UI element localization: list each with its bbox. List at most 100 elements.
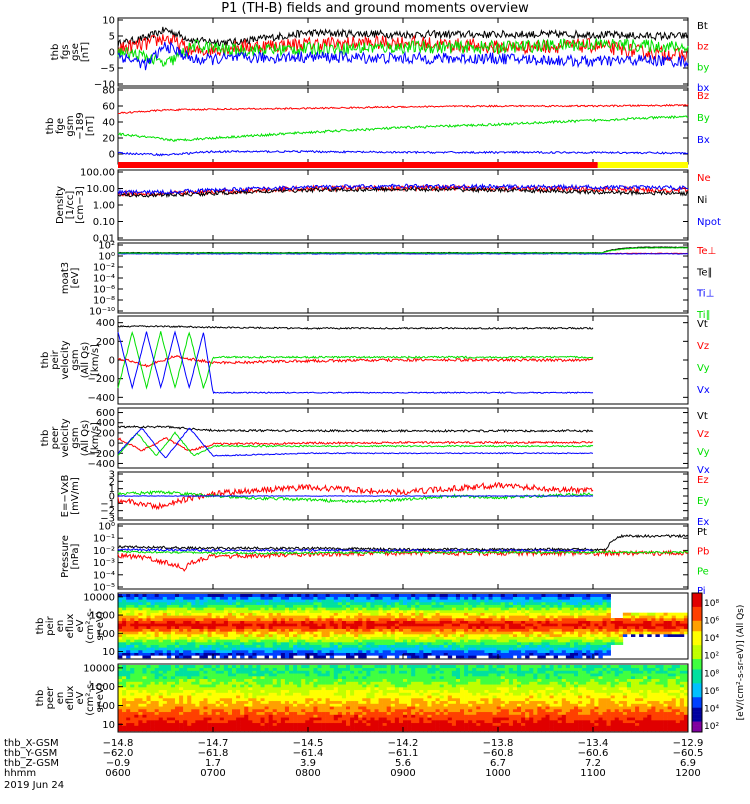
spectrogram-cell: [212, 682, 216, 685]
spectrogram-cell: [309, 695, 313, 698]
spectrogram-cell: [497, 594, 501, 597]
spectrogram-cell: [224, 626, 228, 629]
spectrogram-cell: [171, 682, 175, 685]
spectrogram-cell: [142, 634, 146, 637]
spectrogram-cell: [509, 597, 513, 600]
spectrogram-cell: [163, 690, 167, 693]
spectrogram-cell: [138, 597, 142, 600]
spectrogram-cell: [387, 602, 391, 605]
spectrogram-cell: [118, 687, 122, 690]
spectrogram-cell: [220, 645, 224, 648]
spectrogram-cell: [309, 679, 313, 682]
spectrogram-cell: [582, 607, 586, 610]
spectrogram-cell: [118, 676, 122, 679]
spectrogram-cell: [525, 610, 529, 613]
spectrogram-cell: [179, 690, 183, 693]
spectrogram-cell: [134, 607, 138, 610]
spectrogram-cell: [554, 618, 558, 621]
spectrogram-cell: [362, 637, 366, 640]
spectrogram-cell: [138, 693, 142, 696]
spectrogram-cell: [334, 599, 338, 602]
spectrogram-cell: [171, 726, 175, 729]
spectrogram-cell: [240, 715, 244, 718]
spectrogram-cell: [228, 684, 232, 687]
spectrogram-cell: [248, 665, 252, 668]
spectrogram-cell: [191, 631, 195, 634]
spectrogram-cell: [155, 695, 159, 698]
spectrogram-cell: [195, 690, 199, 693]
spectrogram-cell: [517, 637, 521, 640]
spectrogram-cell: [489, 631, 493, 634]
spectrogram-cell: [338, 728, 342, 731]
spectrogram-cell: [680, 634, 684, 637]
spectrogram-cell: [134, 673, 138, 676]
spectrogram-cell: [183, 684, 187, 687]
spectrogram-cell: [578, 655, 582, 658]
spectrogram-cell: [277, 717, 281, 720]
spectrogram-cell: [586, 623, 590, 626]
spectrogram-cell: [159, 626, 163, 629]
spectrogram-cell: [155, 615, 159, 618]
spectrogram-cell: [195, 720, 199, 723]
spectrogram-cell: [594, 613, 598, 616]
spectrogram-cell: [391, 597, 395, 600]
spectrogram-cell: [383, 704, 387, 707]
spectrogram-cell: [415, 615, 419, 618]
spectrogram-cell: [175, 693, 179, 696]
spectrogram-cell: [489, 594, 493, 597]
spectrogram-cell: [228, 728, 232, 731]
spectrogram-cell: [456, 594, 460, 597]
spectrogram-cell: [322, 655, 326, 658]
spectrogram-cell: [432, 634, 436, 637]
spectrogram-cell: [134, 626, 138, 629]
spectrogram-cell: [379, 712, 383, 715]
spectrogram-cell: [212, 629, 216, 632]
spectrogram-cell: [248, 642, 252, 645]
spectrogram-cell: [647, 613, 651, 616]
spectrogram-cell: [232, 650, 236, 653]
spectrogram-cell: [293, 687, 297, 690]
spectrogram-cell: [379, 684, 383, 687]
spectrogram-cell: [187, 698, 191, 701]
spectrogram-cell: [301, 631, 305, 634]
spectrogram-cell: [354, 695, 358, 698]
spectrogram-cell: [448, 618, 452, 621]
spectrogram-cell: [130, 629, 134, 632]
spectrogram-cell: [269, 615, 273, 618]
spectrogram-cell: [395, 623, 399, 626]
spectrogram-cell: [277, 673, 281, 676]
spectrogram-cell: [558, 629, 562, 632]
spectrogram-cell: [497, 615, 501, 618]
spectrogram-cell: [334, 623, 338, 626]
spectrogram-cell: [513, 615, 517, 618]
spectrogram-cell: [118, 679, 122, 682]
spectrogram-cell: [232, 602, 236, 605]
spectrogram-cell: [366, 599, 370, 602]
spectrogram-cell: [179, 650, 183, 653]
spectrogram-cell: [513, 607, 517, 610]
spectrogram-cell: [163, 634, 167, 637]
spectrogram-cell: [232, 671, 236, 674]
spectrogram-cell: [220, 599, 224, 602]
spectrogram-cell: [122, 687, 126, 690]
spectrogram-cell: [318, 621, 322, 624]
spectrogram-cell: [456, 610, 460, 613]
spectrogram-cell: [379, 704, 383, 707]
spectrogram-cell: [236, 720, 240, 723]
spectrogram-cell: [635, 629, 639, 632]
spectrogram-cell: [151, 712, 155, 715]
spectrogram-cell: [273, 684, 277, 687]
spectrogram-cell: [521, 653, 525, 656]
spectrogram-cell: [183, 728, 187, 731]
spectrogram-cell: [313, 693, 317, 696]
spectrogram-cell: [318, 679, 322, 682]
spectrogram-cell: [546, 613, 550, 616]
spectrogram-cell: [305, 655, 309, 658]
spectrogram-cell: [179, 621, 183, 624]
spectrogram-cell: [256, 642, 260, 645]
spectrogram-cell: [179, 701, 183, 704]
spectrogram-cell: [383, 653, 387, 656]
spectrogram-cell: [216, 728, 220, 731]
spectrogram-cell: [252, 715, 256, 718]
